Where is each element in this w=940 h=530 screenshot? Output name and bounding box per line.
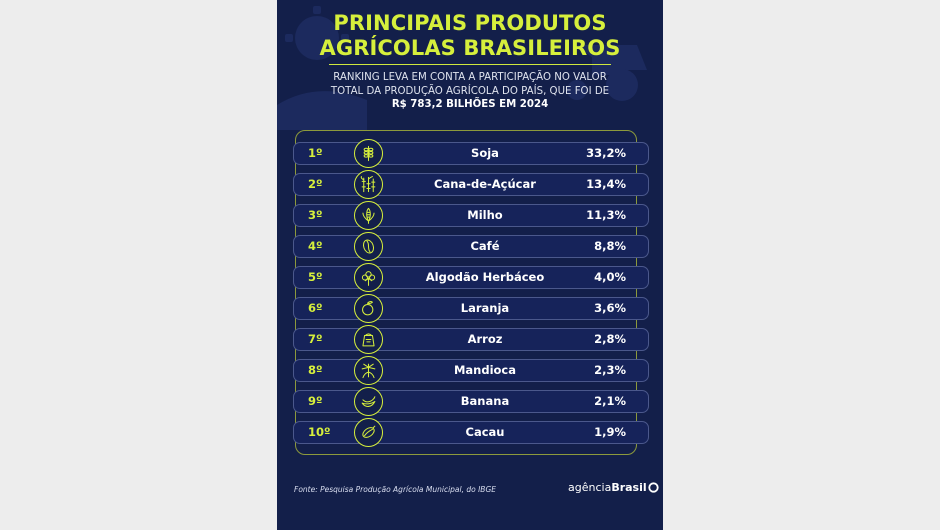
crop-name: Soja	[471, 146, 499, 160]
farm-background-illustration	[277, 6, 647, 130]
title-line: AGRÍCOLAS BRASILEIROS	[319, 36, 621, 60]
logo-text-strong: Brasil	[611, 481, 647, 494]
logo-mark-icon	[648, 482, 659, 493]
share-value: 1,9%	[594, 425, 626, 439]
rank-label: 4º	[308, 239, 323, 253]
rice-sack-icon	[354, 325, 383, 354]
ranking-row: 8º Mandioca 2,3%	[293, 356, 649, 385]
logo-text-light: agência	[568, 481, 612, 494]
share-value: 33,2%	[586, 146, 626, 160]
crop-name: Cacau	[465, 425, 505, 439]
share-value: 2,3%	[594, 363, 626, 377]
ranking-row: 1º Soja 33,2%	[293, 139, 649, 168]
orange-icon	[354, 294, 383, 323]
rank-label: 2º	[308, 177, 323, 191]
subtitle-line: RANKING LEVA EM CONTA A PARTICIPAÇÃO NO …	[333, 72, 607, 83]
subtitle-line: TOTAL DA PRODUÇÃO AGRÍCOLA DO PAÍS, QUE …	[330, 85, 610, 97]
cocoa-pod-icon	[354, 418, 383, 447]
title-divider	[329, 64, 611, 65]
ranking-row: 10º Cacau 1,9%	[293, 418, 649, 447]
ranking-row: 9º Banana 2,1%	[293, 387, 649, 416]
rank-label: 9º	[308, 394, 323, 408]
sugarcane-icon	[354, 170, 383, 199]
ranking-row: 6º Laranja 3,6%	[293, 294, 649, 323]
crop-name: Banana	[460, 394, 510, 408]
ranking-row: 4º Café 8,8%	[293, 232, 649, 261]
ranking-row: 2º Cana-de-Açúcar 13,4%	[293, 170, 649, 199]
share-value: 8,8%	[594, 239, 626, 253]
crop-name: Algodão Herbáceo	[425, 270, 545, 284]
ranking-row: 5º Algodão Herbáceo 4,0%	[293, 263, 649, 292]
banana-icon	[354, 387, 383, 416]
rank-label: 7º	[308, 332, 323, 346]
soy-icon	[354, 139, 383, 168]
infographic-poster: PRINCIPAIS PRODUTOS AGRÍCOLAS BRASILEIRO…	[277, 0, 663, 530]
ranking-row: 3º Milho 11,3%	[293, 201, 649, 230]
corn-icon	[354, 201, 383, 230]
crop-name: Cana-de-Açúcar	[434, 177, 536, 191]
source-note: Fonte: Pesquisa Produção Agrícola Munici…	[294, 485, 497, 494]
subtitle: RANKING LEVA EM CONTA A PARTICIPAÇÃO NO …	[307, 71, 633, 112]
cassava-icon	[354, 356, 383, 385]
share-value: 2,1%	[594, 394, 626, 408]
crop-name: Café	[470, 239, 500, 253]
page-title: PRINCIPAIS PRODUTOS AGRÍCOLAS BRASILEIRO…	[277, 11, 663, 61]
crop-name: Mandioca	[453, 363, 517, 377]
crop-name: Arroz	[467, 332, 503, 346]
crop-name: Laranja	[460, 301, 510, 315]
crop-name: Milho	[467, 208, 503, 222]
rank-label: 5º	[308, 270, 323, 284]
share-value: 13,4%	[586, 177, 626, 191]
rank-label: 3º	[308, 208, 323, 222]
rank-label: 10º	[308, 425, 331, 439]
share-value: 4,0%	[594, 270, 626, 284]
share-value: 3,6%	[594, 301, 626, 315]
share-value: 11,3%	[586, 208, 626, 222]
ranking-row: 7º Arroz 2,8%	[293, 325, 649, 354]
rank-label: 8º	[308, 363, 323, 377]
coffee-bean-icon	[354, 232, 383, 261]
rank-label: 6º	[308, 301, 323, 315]
cotton-icon	[354, 263, 383, 292]
subtitle-total: R$ 783,2 BILHÕES EM 2024	[391, 99, 549, 110]
agencia-brasil-logo: agência Brasil	[568, 481, 659, 494]
rank-label: 1º	[308, 146, 323, 160]
title-line: PRINCIPAIS PRODUTOS	[333, 11, 607, 35]
share-value: 2,8%	[594, 332, 626, 346]
ranking-frame	[295, 130, 637, 455]
